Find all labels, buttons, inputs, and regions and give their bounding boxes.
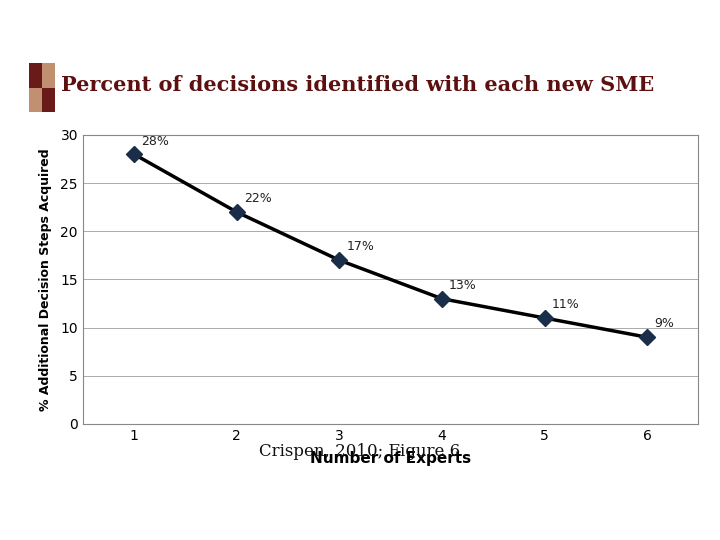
Text: Percent of decisions identified with each new SME: Percent of decisions identified with eac… [61,75,654,95]
Bar [29,63,42,87]
Text: 10: 10 [670,500,695,517]
Text: 9%: 9% [654,318,674,330]
Text: USC: USC [25,501,60,516]
Y-axis label: % Additional Decision Steps Acquired: % Additional Decision Steps Acquired [39,148,52,411]
X-axis label: Number of Experts: Number of Experts [310,451,471,466]
Bar [42,87,55,112]
Text: 11%: 11% [552,298,580,311]
Text: 22%: 22% [244,192,271,205]
Text: 17%: 17% [346,240,374,253]
Text: Crispen, 2010; Figure 6: Crispen, 2010; Figure 6 [259,443,461,460]
Bar [42,63,55,87]
Text: 13%: 13% [449,279,477,292]
Text: 28%: 28% [141,134,169,147]
Bar [29,87,42,112]
